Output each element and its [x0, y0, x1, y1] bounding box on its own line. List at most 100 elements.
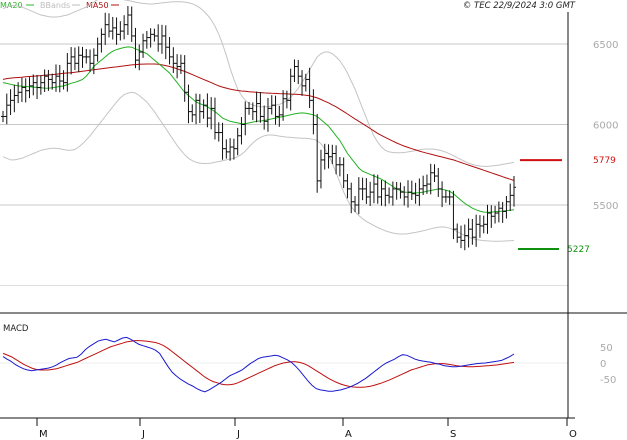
ohlc-bar [8, 89, 13, 116]
ohlc-bar [4, 93, 9, 125]
ohlc-bar [46, 69, 51, 91]
ohlc-bar [409, 180, 414, 201]
ohlc-bar [443, 189, 448, 203]
ohlc-bar [326, 144, 331, 169]
macd-title: MACD [3, 324, 29, 334]
ohlc-bar [137, 44, 142, 71]
ohlc-bar [466, 218, 471, 248]
ohlc-bar [477, 215, 482, 238]
ohlc-bar [277, 105, 282, 127]
ohlc-bar [186, 84, 191, 124]
ohlc-bar [394, 181, 399, 200]
month-label: J [236, 429, 240, 440]
ohlc-bar [311, 89, 316, 135]
y-tick-label: 6000 [593, 121, 618, 132]
ohlc-bar [171, 47, 176, 73]
month-label: O [569, 429, 577, 440]
ohlc-bar [345, 174, 350, 199]
ohlc-bar [106, 13, 111, 38]
bb-upper-line [2, 0, 515, 167]
ohlc-bar [371, 174, 376, 204]
ohlc-bar [53, 64, 58, 92]
ohlc-bar [205, 93, 210, 128]
ohlc-bar [69, 47, 74, 75]
ohlc-bar [38, 75, 43, 95]
ohlc-bar [493, 205, 498, 224]
ohlc-bar [228, 138, 233, 161]
timestamp: © TEC 22/9/2024 3:0 GMT [463, 1, 576, 11]
ohlc-bar [390, 181, 395, 206]
ohlc-bar [349, 182, 354, 214]
ohlc-bar [496, 201, 501, 223]
bb-lower-line [2, 91, 515, 242]
y-tick-label: 6500 [593, 40, 618, 51]
ohlc-bar [368, 181, 373, 206]
ohlc-bar [307, 67, 312, 109]
ohlc-bar [353, 195, 358, 213]
ohlc-bar [424, 174, 429, 194]
ohlc-bar [141, 33, 146, 58]
ohlc-bar [462, 224, 467, 251]
ohlc-bar [262, 105, 267, 130]
macd-y-tick-label: -50 [600, 375, 616, 386]
ohlc-bar [269, 95, 274, 115]
ohlc-bar [364, 178, 369, 204]
macd-y-tick-label: 50 [600, 343, 613, 354]
ohlc-bar [258, 92, 263, 123]
ohlc-bar [103, 12, 108, 45]
ohlc-bar [209, 97, 214, 130]
ohlc-bar [284, 90, 289, 109]
ohlc-bar [16, 82, 21, 104]
ohlc-bar [148, 28, 153, 48]
ohlc-bar [436, 167, 441, 197]
ohlc-bar [387, 187, 392, 204]
ohlc-bar [118, 21, 123, 41]
ohlc-bar [239, 117, 244, 145]
ohlc-bar [159, 24, 164, 54]
ohlc-bar [451, 190, 456, 240]
ohlc-bar [432, 164, 437, 182]
ohlc-bar [110, 16, 115, 40]
ohlc-bar [35, 74, 40, 100]
ohlc-bar [88, 49, 93, 73]
ohlc-bar [182, 55, 187, 102]
legend-ma50: MA50 [86, 1, 109, 10]
ohlc-bar [19, 77, 24, 102]
month-label: M [39, 429, 48, 440]
macd-line [2, 336, 515, 393]
ohlc-bar [413, 182, 418, 204]
ohlc-bar [61, 70, 66, 90]
ohlc-bar [42, 69, 47, 92]
ohlc-bar [360, 177, 365, 201]
ohlc-bar [76, 46, 81, 73]
ohlc-bar [197, 94, 202, 124]
ohlc-bar [224, 139, 229, 159]
month-label: J [141, 429, 145, 440]
ohlc-bar [402, 186, 407, 206]
ohlc-bar [508, 183, 513, 211]
ohlc-bar [417, 178, 422, 206]
ohlc-bar [440, 181, 445, 208]
ohlc-bar [194, 93, 199, 125]
ohlc-bar [485, 204, 490, 234]
ohlc-bar [406, 180, 411, 208]
ohlc-bar [201, 99, 206, 119]
ohlc-bar [114, 17, 119, 45]
ohlc-bar [167, 37, 172, 65]
ohlc-bar [500, 201, 505, 223]
macd-signal-line [2, 340, 515, 388]
month-label: A [345, 429, 352, 440]
ohlc-bar [247, 101, 252, 115]
ohlc-bar [125, 6, 130, 35]
ohlc-bar [273, 95, 278, 125]
ohlc-bar [156, 24, 161, 52]
ohlc-bar [330, 144, 335, 165]
ohlc-bar [175, 54, 180, 79]
ohlc-bar [288, 68, 293, 111]
ohlc-bar [428, 163, 433, 195]
ohlc-bar [459, 225, 464, 249]
ohlc-bar [129, 6, 134, 42]
ohlc-bar [337, 157, 342, 177]
ohlc-bar [27, 77, 32, 99]
